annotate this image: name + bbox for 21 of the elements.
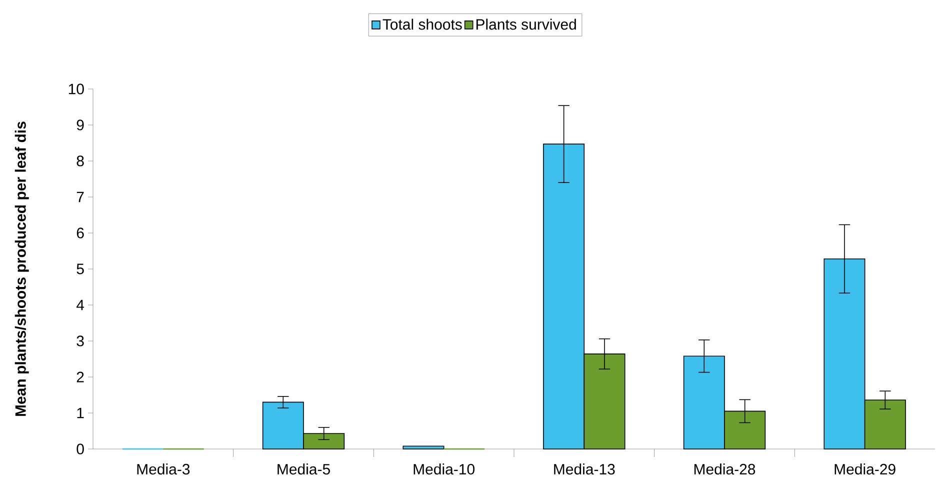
y-tick-label: 6 — [76, 228, 84, 238]
x-tick-label: Media-28 — [694, 464, 756, 475]
x-tick-label: Media-5 — [278, 464, 330, 475]
y-tick-label: 7 — [76, 192, 84, 202]
y-tick-label: 4 — [76, 300, 84, 310]
x-tick-label: Media-10 — [414, 464, 474, 475]
x-tick-label: Media-13 — [554, 464, 615, 475]
y-tick-label: 1 — [77, 408, 84, 418]
x-tick-label: Media-29 — [834, 464, 896, 475]
y-axis-title: Mean plants/shoots produced per leaf dis — [14, 122, 29, 416]
bar — [402, 446, 444, 450]
legend-label: Plants survived — [476, 18, 576, 30]
y-tick-label: 5 — [76, 264, 84, 274]
x-tick-label: Media-3 — [137, 464, 190, 475]
y-tick-label: 3 — [76, 336, 84, 346]
y-tick-label: 8 — [76, 156, 84, 166]
legend-label: Total shoots — [382, 18, 462, 30]
y-tick-label: 2 — [76, 372, 84, 382]
y-tick-label: 9 — [76, 120, 84, 130]
y-tick-label: 10 — [68, 84, 84, 94]
y-tick-label: 0 — [76, 444, 84, 454]
